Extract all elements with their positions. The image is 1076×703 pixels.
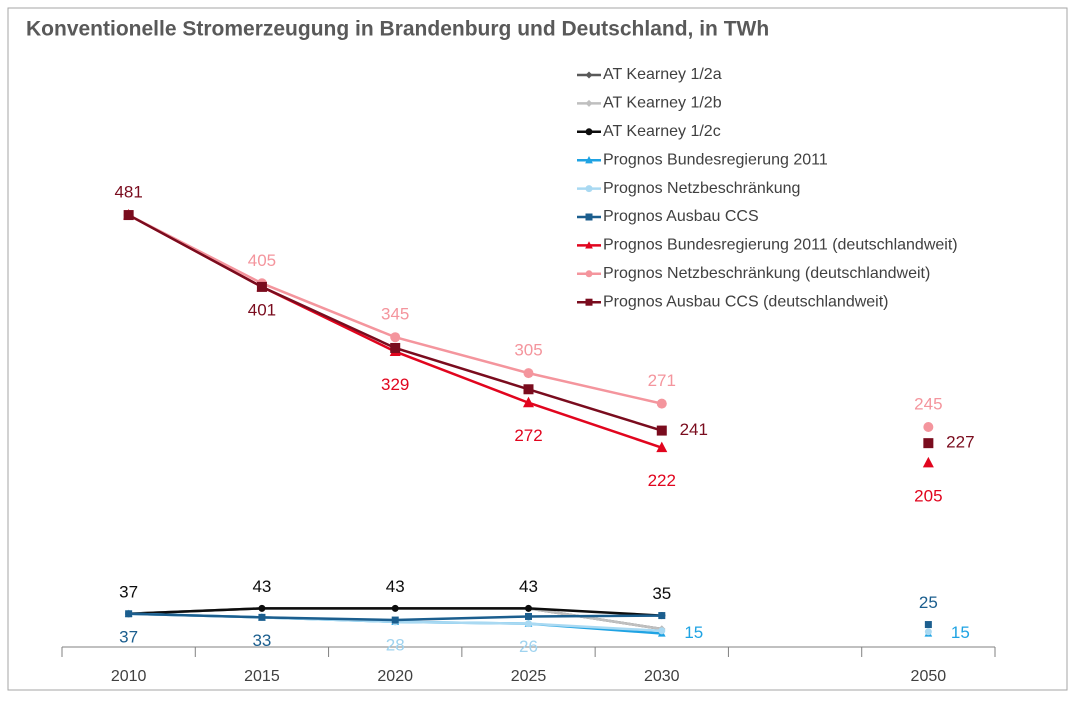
marker [525, 612, 532, 620]
data-label: 35 [652, 584, 671, 603]
marker [658, 627, 666, 635]
data-label: 43 [386, 577, 405, 596]
marker [523, 396, 534, 408]
data-label: 26 [519, 637, 538, 656]
x-tick-label: 2015 [244, 668, 280, 685]
data-label: 271 [648, 371, 676, 390]
data-label: 405 [248, 251, 276, 270]
marker [523, 384, 534, 395]
data-label: 43 [519, 577, 538, 596]
marker [923, 438, 934, 449]
marker [125, 610, 133, 618]
legend-marker [585, 270, 593, 278]
data-label: 205 [914, 486, 942, 505]
data-label: 25 [919, 593, 938, 612]
x-tick-label: 2020 [377, 668, 413, 685]
marker [390, 342, 401, 353]
legend-marker [585, 71, 593, 79]
legend-label: AT Kearney 1/2c [603, 123, 721, 140]
legend-marker [585, 156, 593, 164]
marker [525, 604, 532, 612]
chart-frame [7, 7, 1068, 691]
data-label: 345 [381, 305, 409, 324]
legend-label: Prognos Ausbau CCS (deutschlandweit) [603, 293, 889, 310]
legend-marker [585, 99, 593, 107]
legend-marker [585, 241, 593, 249]
legend-marker [585, 298, 593, 306]
legend-marker [585, 128, 593, 136]
data-label: 241 [680, 420, 708, 439]
marker [523, 368, 534, 379]
marker [924, 628, 932, 636]
marker [258, 604, 266, 612]
marker [922, 456, 934, 468]
data-label: 43 [252, 577, 271, 596]
marker [123, 210, 134, 221]
data-label: 28 [386, 635, 405, 654]
marker [656, 425, 667, 436]
marker [658, 612, 666, 620]
data-label: 33 [252, 631, 271, 650]
x-tick-label: 2010 [111, 668, 147, 685]
marker [924, 621, 932, 629]
legend-label: Prognos Bundesregierung 2011 (deutschlan… [603, 237, 958, 254]
legend-label: Prognos Netzbeschränkung [603, 180, 800, 197]
data-label: 37 [119, 582, 138, 601]
data-label: 401 [248, 300, 276, 319]
legend-label: Prognos Ausbau CCS [603, 208, 759, 225]
data-label: 15 [684, 623, 703, 642]
marker [258, 613, 266, 621]
data-label: 227 [946, 433, 974, 452]
data-label: 245 [914, 394, 942, 413]
legend-label: AT Kearney 1/2b [603, 95, 722, 112]
data-label: 481 [114, 183, 142, 202]
data-label: 272 [514, 426, 542, 445]
data-label: 15 [951, 623, 970, 642]
legend-marker [585, 213, 593, 221]
data-label: 222 [648, 471, 676, 490]
marker [391, 616, 399, 624]
legend-marker [585, 185, 593, 193]
x-tick-label: 2025 [511, 668, 547, 685]
marker [656, 441, 668, 453]
data-label: 305 [514, 341, 542, 360]
marker [390, 332, 401, 343]
legend-label: Prognos Netzbeschränkung (deutschlandwei… [603, 265, 930, 282]
legend-label: AT Kearney 1/2a [603, 66, 722, 83]
x-tick-label: 2050 [911, 668, 947, 685]
marker [256, 281, 267, 292]
data-label: 37 [119, 627, 138, 646]
data-label: 329 [381, 375, 409, 394]
legend-label: Prognos Bundesregierung 2011 [603, 151, 828, 168]
marker [525, 620, 532, 628]
chart-title: Konventionelle Stromerzeugung in Branden… [26, 18, 769, 41]
marker [923, 421, 934, 432]
x-tick-label: 2030 [644, 668, 680, 685]
marker [391, 604, 399, 612]
marker [656, 398, 667, 409]
